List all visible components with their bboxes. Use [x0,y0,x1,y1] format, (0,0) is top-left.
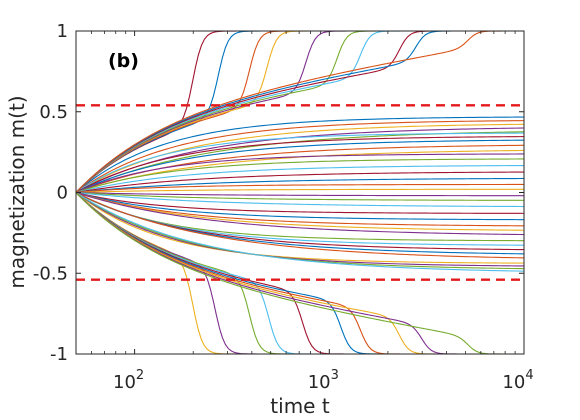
plateau-series-line [76,183,524,194]
y-tick-label: 0.5 [39,102,68,123]
plateau-series-line [76,158,524,194]
switching-series-line [76,192,524,354]
x-tick-exponent: 2 [136,368,144,383]
plateau-series-line [76,191,524,197]
y-tick-label: 1 [57,21,68,42]
plateau-series-line [76,191,524,201]
switching-series-line [76,31,524,193]
switching-series-line [76,192,524,354]
switching-series-line [76,192,524,354]
x-tick-exponent: 3 [331,368,339,383]
switching-series-line [76,31,524,193]
x-tick-exponent: 4 [525,368,533,383]
switching-series-line [76,192,524,354]
x-axis-title: time t [270,394,330,418]
plateau-series-line [76,177,524,194]
switching-series-line [76,31,524,193]
y-tick-label: 0 [57,183,68,204]
plateau-series-line [76,191,524,227]
plateau-series-line [76,192,524,267]
plateau-series-line [76,191,524,208]
plateau-series-line [76,191,524,231]
switching-series-line [76,31,524,193]
plateau-series-line [76,192,524,259]
switching-series-line [76,192,524,354]
y-tick-label: -0.5 [33,263,68,284]
plateau-series-line [76,191,524,236]
switching-series-line [76,192,524,354]
panel-label: (b) [108,50,139,72]
y-axis-title: magnetization m(t) [5,95,29,288]
switching-series-line [76,31,524,193]
plateau-series-line [76,192,524,264]
plateau-series-line [76,120,524,193]
switching-series-line [76,192,524,354]
plateau-series-line [76,164,524,194]
plateau-series-line [76,136,524,193]
x-tick-label: 104 [502,368,533,393]
y-tick-label: -1 [50,344,68,365]
plateau-series-line [76,139,524,193]
plateau-series-line [76,116,524,193]
switching-series-line [76,192,524,354]
plateau-series-line [76,188,524,194]
switching-series-line [76,31,524,193]
switching-series-line [76,31,524,193]
plateau-series-line [76,191,524,221]
plateau-series-line [76,191,524,214]
plateau-series-line [76,132,524,193]
plateau-series-line [76,192,524,272]
plateau-series-line [76,171,524,194]
x-tick-label: 103 [308,368,339,393]
plateau-series-line [76,153,524,194]
x-tick-label: 102 [113,368,144,393]
switching-series-line [76,31,524,193]
